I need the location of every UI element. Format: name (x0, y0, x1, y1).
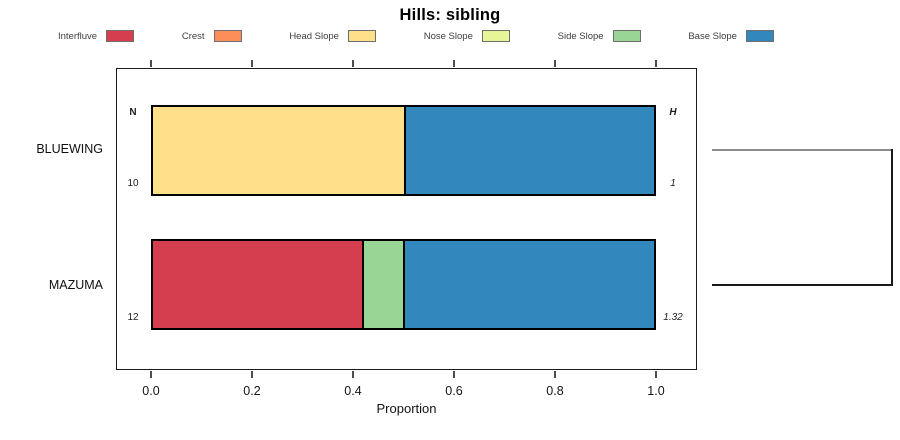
legend-item-crest: Crest (182, 30, 242, 42)
axis-tick (655, 371, 657, 378)
legend-swatch-interfluve (106, 30, 135, 42)
segment-bluewing-base-slope (403, 107, 654, 194)
n-value-mazuma: 12 (127, 311, 139, 323)
segment-mazuma-base-slope (403, 241, 654, 328)
sibling-bracket-top-line (712, 148, 893, 151)
n-column-header: N (129, 107, 137, 118)
sibling-bracket-bottom-line (712, 283, 893, 286)
legend-item-nose-slope: Nose Slope (424, 30, 510, 42)
axis-tick (352, 371, 354, 378)
bar-mazuma (151, 239, 656, 330)
legend-label: Base Slope (688, 30, 737, 42)
legend-label: Side Slope (557, 30, 604, 42)
legend-label: Head Slope (289, 30, 339, 42)
axis-tick-label: 1.0 (647, 384, 665, 398)
axis-tick (251, 371, 253, 378)
axis-tick-label: 0.2 (243, 384, 261, 398)
legend-swatch-head-slope (347, 30, 376, 42)
legend-swatch-base-slope (745, 30, 774, 42)
axis-tick (150, 60, 152, 67)
legend-swatch-nose-slope (481, 30, 510, 42)
sibling-bracket-vertical-line (891, 148, 893, 286)
legend-item-side-slope: Side Slope (558, 30, 641, 42)
legend-label: Crest (181, 30, 205, 42)
axis-tick (655, 60, 657, 67)
segment-mazuma-interfluve (153, 241, 362, 328)
legend-swatch-side-slope (612, 30, 641, 42)
legend-item-head-slope: Head Slope (289, 30, 376, 42)
segment-mazuma-side-slope (361, 241, 404, 328)
axis-tick (554, 60, 556, 67)
h-value-mazuma: 1.32 (663, 311, 683, 323)
legend-item-interfluve: Interfluve (58, 30, 135, 42)
axis-tick-label: 0.4 (344, 384, 362, 398)
axis-tick (352, 60, 354, 67)
h-value-bluewing: 1 (670, 177, 676, 189)
axis-tick (554, 371, 556, 378)
legend-label: Nose Slope (423, 30, 473, 42)
x-axis-label: Proportion (376, 401, 437, 416)
n-value-bluewing: 10 (127, 177, 139, 189)
plot-area: 0.0 0.2 0.4 0.6 0.8 1.0 (116, 60, 697, 398)
axis-tick-label: 0.0 (142, 384, 160, 398)
row-label-bluewing: BLUEWING (36, 142, 103, 156)
legend-swatch-crest (213, 30, 242, 42)
legend: Interfluve Crest Head Slope Nose Slope Side … (58, 28, 774, 44)
chart-title: Hills: sibling (399, 6, 501, 24)
row-label-mazuma: MAZUMA (48, 278, 103, 292)
segment-bluewing-head-slope (153, 107, 404, 194)
axis-tick-label: 0.8 (546, 384, 564, 398)
axis-tick (251, 60, 253, 67)
bar-bluewing (151, 105, 656, 196)
legend-item-base-slope: Base Slope (688, 30, 774, 42)
legend-label: Interfluve (58, 30, 98, 42)
h-column-header: H (669, 107, 677, 118)
axis-tick (150, 371, 152, 378)
axis-tick (453, 60, 455, 67)
axis-tick-label: 0.6 (445, 384, 463, 398)
axis-tick (453, 371, 455, 378)
